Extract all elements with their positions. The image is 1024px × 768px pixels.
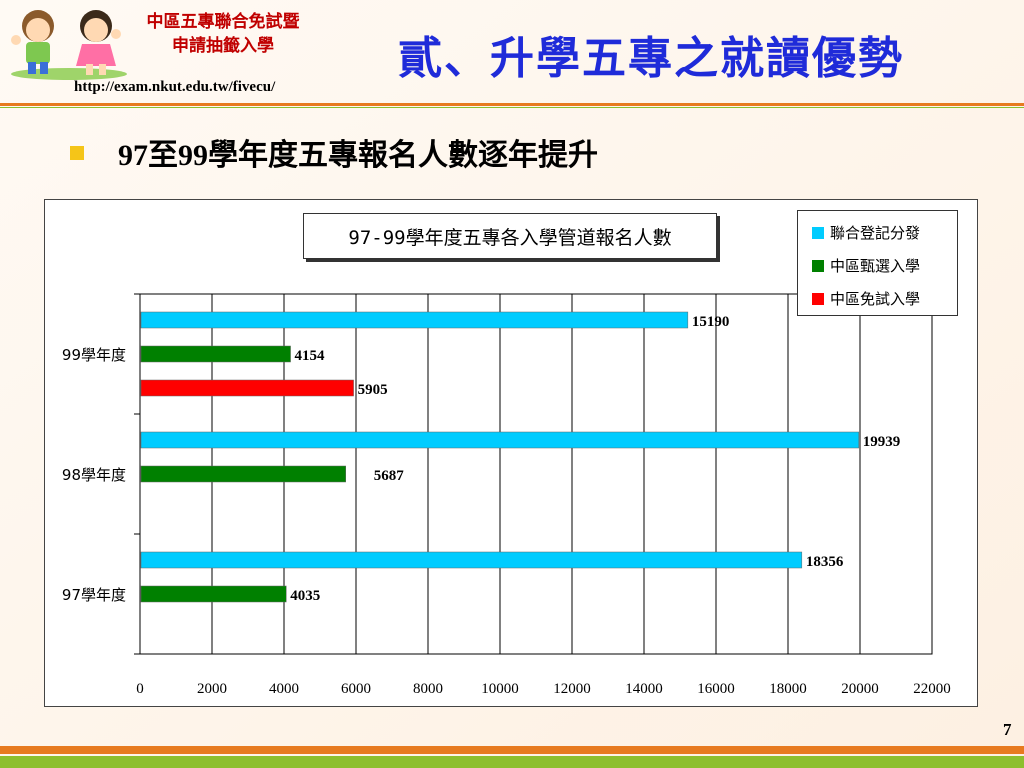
mascot-logo-icon <box>11 10 127 80</box>
x-tick-label-5: 10000 <box>481 681 519 697</box>
page-number: 7 <box>1003 720 1012 739</box>
slide-title: 貳、升學五專之就讀優勢 <box>398 33 904 84</box>
bar-1-0 <box>140 345 291 363</box>
data-label-1-1: 5687 <box>374 468 405 484</box>
legend-item-1: 中區甄選入學 <box>812 255 920 276</box>
bar-0-2 <box>140 551 803 569</box>
footer-divider <box>0 746 1024 754</box>
legend-swatch-1 <box>812 259 824 272</box>
bar-1-1 <box>140 465 346 483</box>
x-tick-label-9: 18000 <box>769 681 807 697</box>
slide-subtitle: 97至99學年度五專報名人數逐年提升 <box>118 139 598 172</box>
x-tick-label-7: 14000 <box>625 681 663 697</box>
logo-line-2: 申請抽籤入學 <box>172 36 274 56</box>
bar-0-0 <box>140 311 689 329</box>
x-tick-label-1: 2000 <box>197 681 227 697</box>
data-label-0-1: 19939 <box>863 434 901 450</box>
data-label-1-0: 4154 <box>295 348 326 364</box>
x-tick-label-4: 8000 <box>413 681 443 697</box>
bar-2-0 <box>140 379 354 397</box>
logo-text: 中區五專聯合免試暨 申請抽籤入學 <box>128 10 318 58</box>
data-label-0-0: 15190 <box>692 314 730 330</box>
data-label-2-0: 5905 <box>358 382 388 398</box>
footer-divider-secondary <box>0 756 1024 768</box>
header-divider <box>0 103 1024 106</box>
bar-0-1 <box>140 431 860 449</box>
y-category-label-1: 98學年度 <box>62 466 126 484</box>
x-tick-label-3: 6000 <box>341 681 371 697</box>
legend-item-2: 中區免試入學 <box>812 288 920 309</box>
data-label-0-2: 18356 <box>806 554 844 570</box>
y-category-label-0: 99學年度 <box>62 346 126 364</box>
data-label-1-2: 4035 <box>290 588 320 604</box>
legend-swatch-2 <box>812 292 824 305</box>
legend-label-1: 中區甄選入學 <box>830 257 921 275</box>
x-tick-label-10: 20000 <box>841 681 879 697</box>
bar-1-2 <box>140 585 287 603</box>
legend-label-0: 聯合登記分發 <box>830 224 921 242</box>
logo-line-1: 中區五專聯合免試暨 <box>146 12 300 32</box>
bullet-square-icon <box>70 146 84 160</box>
legend-label-2: 中區免試入學 <box>830 290 921 308</box>
x-tick-label-6: 12000 <box>553 681 591 697</box>
legend-item-0: 聯合登記分發 <box>812 222 920 243</box>
y-category-label-2: 97學年度 <box>62 586 126 604</box>
chart-title: 97-99學年度五專各入學管道報名人數 <box>303 213 717 259</box>
x-tick-label-8: 16000 <box>697 681 735 697</box>
header-divider-secondary <box>0 107 1024 108</box>
x-tick-label-2: 4000 <box>269 681 299 697</box>
legend-swatch-0 <box>812 226 824 239</box>
x-tick-label-0: 0 <box>136 681 144 697</box>
chart-legend: 聯合登記分發 中區甄選入學 中區免試入學 <box>797 210 958 316</box>
x-tick-label-11: 22000 <box>913 681 951 697</box>
site-url: http://exam.nkut.edu.tw/fivecu/ <box>74 79 276 95</box>
